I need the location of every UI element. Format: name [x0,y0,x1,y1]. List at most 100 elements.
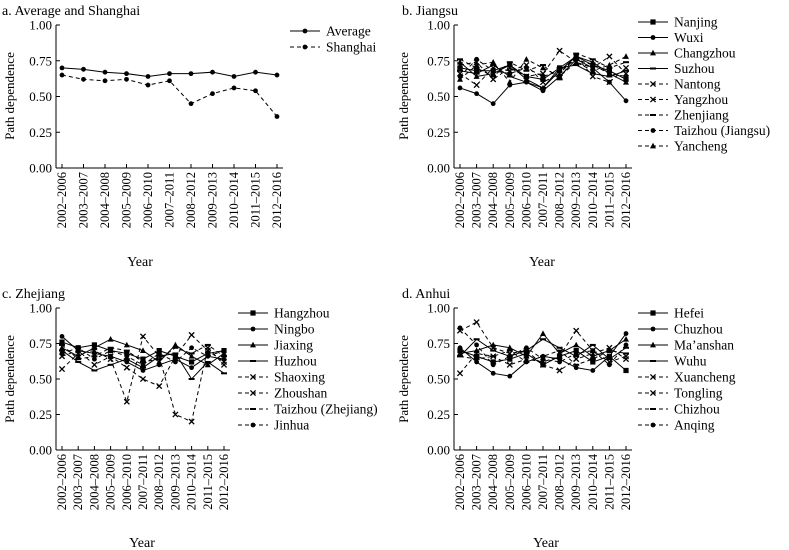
panel-d-legend-label: Xuancheng [674,370,736,385]
panel-a: a. Average and Shanghai Path dependence … [2,4,376,270]
panel-d-ylabel: Path dependence [396,335,411,423]
panel-d-legend-marker [650,326,656,332]
panel-b-legend-label: Taizhou (Jiangsu) [674,123,770,138]
panel-b-series-6 [457,52,629,81]
panel-c-ylabel: Path dependence [2,335,17,423]
panel-c-y-tick-label: 0.25 [29,407,52,422]
panel-a-data-point [145,74,151,79]
panel-c-data-point [140,356,146,362]
panel-b-legend-label: Changzhou [674,46,736,61]
panel-d-data-point [474,342,479,348]
panel-c-x-tick-label: 2009–2013 [168,454,182,510]
panel-b-x-tick-label: 2005–2009 [503,172,517,228]
panel-b-data-point [473,73,480,79]
panel-b-series-line [459,58,627,78]
panel-b-data-point [490,68,496,74]
panel-a-data-point [102,69,108,75]
panel-c-data-point [205,350,211,357]
panel-b-ylabel: Path dependence [396,52,411,140]
panel-a-data-point [59,72,65,78]
panel-c-data-point [189,365,195,371]
panel-c-data-point [173,359,178,365]
panel-c-legend-marker [250,341,256,348]
panel-d-data-point [539,361,547,368]
panel-c-legend-marker [250,422,256,428]
panel-d-xlabel: Year [533,536,559,550]
panel-a-x-tick-label: 2005–2009 [120,172,134,228]
panel-d-data-point [540,330,546,336]
panel-d-data-point [473,319,480,326]
panel-c-data-point [107,353,114,360]
panel-a-data-point [167,71,172,77]
panel-a-legend-label: Shanghai [326,40,376,55]
panel-a-y-tick-label: 0.50 [29,89,52,104]
panel-d-x-tick-label: 2009–2013 [569,454,583,510]
panel-c-data-point [124,353,130,359]
panel-d-y-tick-label: 0.00 [427,443,450,458]
panel-b-data-point [457,65,463,71]
panel-a-title: a. Average and Shanghai [2,4,140,19]
panel-d-data-point [590,348,596,353]
panel-d-data-point [490,344,497,351]
panel-c-data-point [140,362,146,368]
panel-b-data-point [557,68,562,74]
panel-d-legend-label: Tongling [674,386,723,401]
panel-c-y-tick-label: 0.50 [29,372,52,387]
panel-d-data-point [456,370,464,377]
panel-a-x-tick-label: 2009–2013 [206,172,220,228]
panel-c-legend-label: Hangzhou [274,306,330,321]
panel-c-data-point [91,347,98,354]
panel-c-data-point [205,353,211,359]
panel-b-x-tick-label: 2009–2013 [569,172,583,228]
panel-d-data-point [506,344,513,351]
panel-c-data-point [139,375,147,383]
panel-a-data-point [188,71,194,77]
panel-b-series-3 [457,64,629,89]
panel-d: d. Anhui Path dependence Year 0.00 0.25 0.… [396,287,736,550]
panel-a-legend-label: Average [326,24,371,39]
panel-c-series-line [61,347,225,366]
panel-b-data-point [490,58,497,65]
panel-c-x-tick-label: 2012–2016 [217,454,231,510]
panel-b-x-tick-label: 2003–2007 [470,172,484,228]
panel-b-x-tick-label: 2002–2006 [453,172,467,228]
panel-a-data-point [210,91,215,97]
panel-d-data-point [556,353,563,360]
panel-d-legend-marker [650,341,656,348]
panel-c-legend-label: Taizhou (Zhejiang) [274,402,378,417]
panel-b-legend-marker [650,128,656,133]
panel-a-x-tick-label: 2008–2012 [184,172,198,228]
panel-d-data-point [573,351,579,356]
panel-d-series-6 [457,349,629,366]
panel-a-data-point [274,72,280,78]
panel-c-series-2 [59,336,227,368]
panel-c-data-point [189,345,195,351]
panel-d-x-tick-label: 2002–2006 [453,454,467,510]
panel-d-y-tick-label: 0.75 [427,336,450,351]
panel-d-data-point [474,359,479,365]
panel-c-xlabel: Year [129,536,155,550]
panel-c-x-tick-label: 2003–2007 [71,454,85,510]
panel-b-x-tick-label: 2011–2015 [602,172,616,228]
panel-c-data-point [156,383,163,390]
panel-d-x-tick-label: 2006–2010 [519,454,533,510]
panel-a-data-point [81,66,86,72]
panel-c-data-point [107,336,114,342]
panel-c-x-tick-label: 2002–2006 [55,454,69,510]
panel-c-data-point [156,351,162,356]
panel-b-data-point [606,61,613,68]
panel-a-data-point [253,88,258,94]
panel-b-data-point [589,67,596,74]
panel-d-data-point [557,359,562,365]
panel-c-data-point [221,350,227,356]
panel-d-data-point [573,341,580,348]
panel-d-x-tick-label: 2004–2008 [486,454,500,510]
panel-b-x-tick-label: 2007–2011 [536,172,550,228]
panel-d-x-tick-label: 2007–2011 [536,454,550,510]
panel-b-y-tick-label: 0.00 [427,161,450,176]
panel-b-data-point [474,56,479,62]
panel-d-data-point [607,362,612,368]
panel-c-data-point [59,334,65,339]
panel-b-data-point [473,61,480,68]
